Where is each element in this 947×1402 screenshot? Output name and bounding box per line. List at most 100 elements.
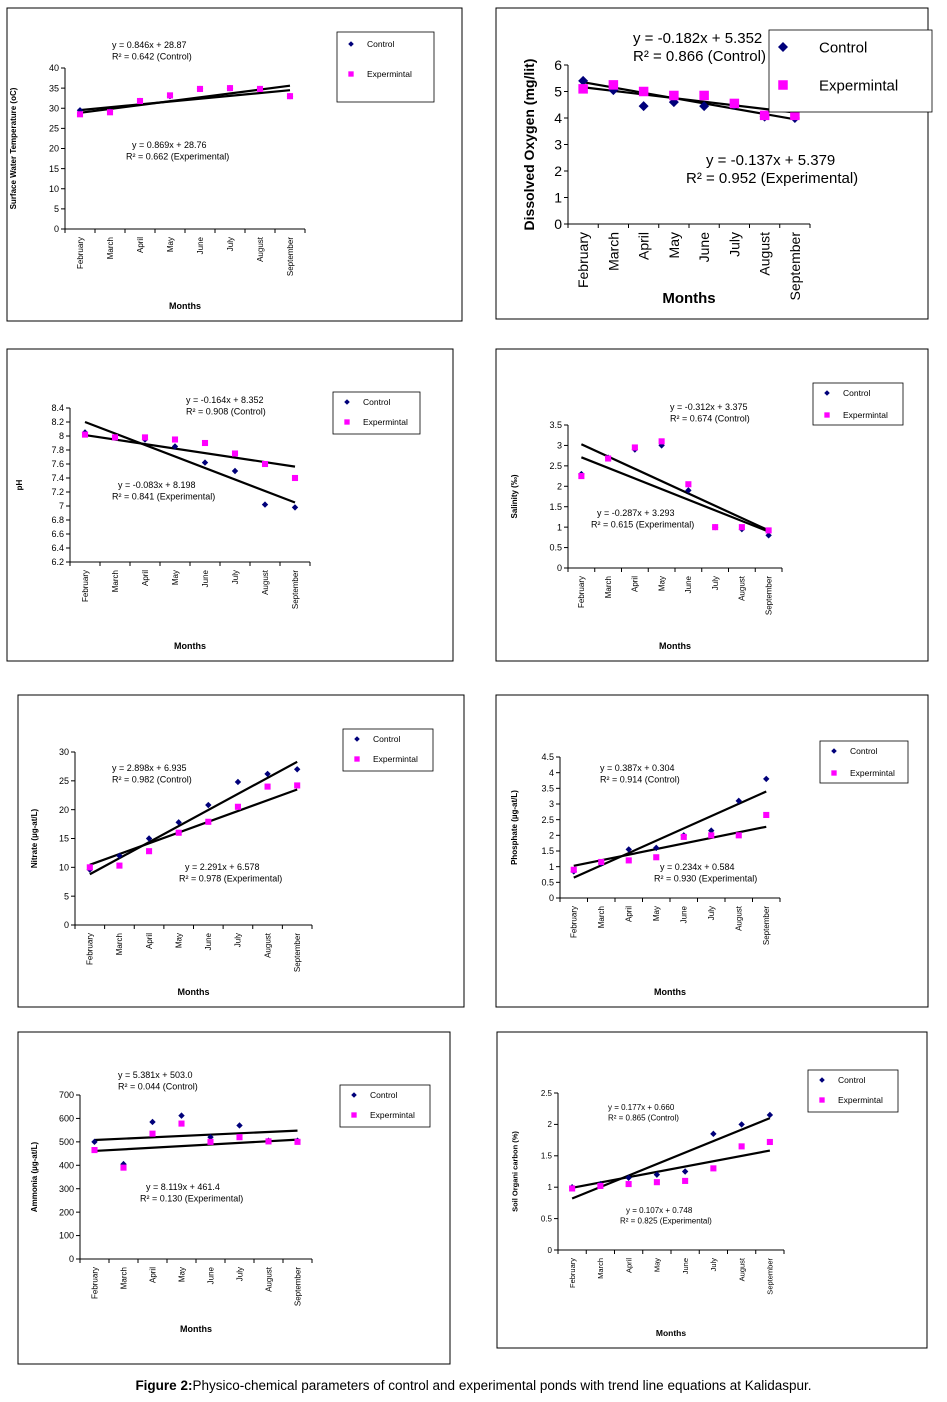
data-point-control (291, 504, 299, 511)
data-point-control (171, 443, 179, 450)
r2-control: R² = 0.908 (Control) (186, 407, 266, 417)
data-point-experimental (708, 832, 715, 839)
trend-line-control (89, 760, 298, 876)
equation-experimental: y = 0.107x + 0.748 (626, 1206, 693, 1215)
data-point-control (261, 501, 269, 508)
x-tick-label: May (177, 1267, 186, 1282)
y-tick-label: 3 (554, 136, 562, 152)
y-tick-label: 7.2 (51, 487, 64, 497)
y-tick-label: 2.5 (541, 815, 554, 825)
chart-panel-5: 0 5 10 15 20 25 30 February March April May June Jul… (17, 694, 465, 1008)
y-tick-label: 15 (49, 164, 59, 174)
legend-label-control: Control (363, 397, 391, 407)
chart-panel-2: 0 1 2 3 4 5 6 February March April May June July Augu… (495, 7, 933, 320)
trend-line-control (573, 790, 767, 879)
y-tick-label: 1 (554, 189, 562, 205)
data-point-experimental (91, 1147, 98, 1154)
legend: Control Expermintal (807, 1069, 899, 1113)
data-point-control (766, 1111, 774, 1119)
data-point-experimental (141, 434, 149, 441)
data-point-experimental (265, 1138, 272, 1145)
y-tick-label: 7 (59, 501, 64, 511)
data-point-control (264, 770, 271, 778)
equation-experimental: y = -0.137x + 5.379 (706, 152, 835, 169)
legend-label-experimental: Expermintal (363, 417, 408, 427)
y-tick-label: 0.5 (549, 543, 562, 553)
data-point-experimental (790, 110, 800, 121)
x-tick-label: February (577, 576, 586, 608)
y-tick-label: 1 (549, 862, 554, 872)
x-tick-label: February (81, 570, 90, 602)
data-point-experimental (763, 811, 770, 819)
data-point-experimental (76, 111, 84, 118)
y-axis-title: Surface Water Temperature (oC) (9, 87, 18, 209)
x-axis-title: Months (659, 641, 691, 651)
data-point-experimental (766, 1138, 773, 1146)
data-point-experimental (765, 527, 772, 534)
trend-line-control (571, 1117, 771, 1200)
y-tick-label: 100 (59, 1231, 74, 1241)
x-tick-label: September (762, 906, 771, 945)
data-point-experimental (570, 866, 577, 873)
data-point-experimental (738, 1143, 745, 1150)
data-point-experimental (653, 1179, 660, 1186)
x-tick-label: April (624, 1258, 633, 1273)
data-point-experimental (166, 92, 174, 99)
x-axis-title: Months (654, 987, 686, 997)
data-point-experimental (608, 80, 619, 90)
legend-marker-control (819, 1077, 825, 1083)
x-tick-label: July (726, 232, 742, 257)
x-tick-label: April (141, 570, 150, 586)
y-tick-label: 0 (549, 893, 554, 903)
data-point-experimental (226, 85, 234, 92)
trend-line-experimental (89, 788, 298, 866)
x-tick-label: March (119, 1267, 128, 1289)
equation-experimental: y = 2.291x + 6.578 (185, 862, 260, 872)
x-tick-label: March (605, 232, 621, 271)
y-tick-label: 4.5 (541, 752, 554, 762)
x-axis-title: Months (174, 641, 206, 651)
data-point-experimental (205, 818, 212, 825)
data-point-experimental (578, 473, 585, 480)
r2-control: R² = 0.914 (Control) (600, 775, 680, 785)
y-tick-label: 2 (549, 830, 554, 840)
y-tick-label: 20 (49, 144, 59, 154)
y-axis-title: Phosphate (µg-at/L) (510, 790, 519, 865)
data-point-control (625, 846, 632, 853)
legend-marker-control (831, 748, 837, 754)
x-tick-label: May (166, 237, 175, 252)
x-tick-label: August (737, 1257, 746, 1281)
r2-experimental: R² = 0.841 (Experimental) (112, 492, 215, 502)
x-tick-label: July (235, 1267, 244, 1281)
legend-label-control: Control (838, 1075, 866, 1085)
data-point-control (231, 467, 239, 475)
r2-control: R² = 0.865 (Control) (608, 1113, 679, 1122)
data-point-experimental (294, 782, 301, 789)
legend-box (339, 1084, 431, 1128)
equation-control: y = 5.381x + 503.0 (118, 1070, 193, 1080)
data-point-control (120, 1160, 127, 1168)
x-tick-label: February (76, 237, 85, 269)
x-tick-label: August (738, 575, 747, 601)
x-tick-label: September (286, 237, 295, 276)
r2-control: R² = 0.982 (Control) (112, 775, 192, 785)
y-axis-title: Nitrate (µg-at/L) (30, 809, 39, 869)
x-tick-label: August (256, 236, 265, 262)
x-tick-label: May (171, 570, 180, 585)
data-point-experimental (682, 1177, 689, 1184)
y-tick-label: 0 (54, 224, 59, 234)
data-point-experimental (658, 438, 665, 445)
data-point-control (145, 835, 153, 842)
x-tick-label: April (148, 1267, 157, 1283)
equation-control: y = -0.164x + 8.352 (186, 395, 264, 405)
x-tick-label: April (145, 933, 154, 949)
r2-experimental: R² = 0.978 (Experimental) (179, 874, 282, 884)
legend-box (807, 1069, 899, 1113)
y-tick-label: 2.5 (541, 1089, 553, 1098)
x-tick-label: February (90, 1267, 99, 1299)
legend-marker-control (354, 736, 360, 742)
legend-box (819, 740, 909, 784)
legend-label-experimental: Expermintal (838, 1095, 883, 1105)
r2-control: R² = 0.866 (Control) (633, 48, 766, 65)
y-tick-label: 200 (59, 1207, 74, 1217)
